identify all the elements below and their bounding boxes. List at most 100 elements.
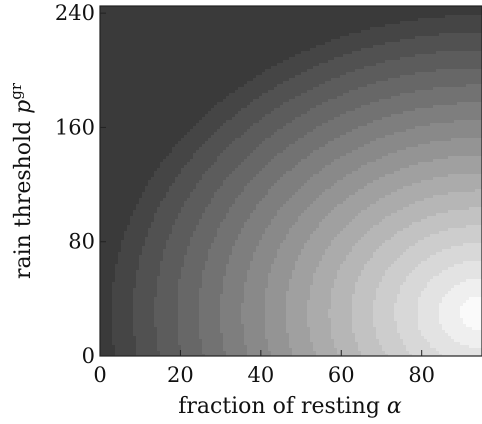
heatmap-cell [136,81,140,85]
heatmap-cell [382,102,386,106]
heatmap-cell [418,21,422,25]
heatmap-cell [211,18,215,22]
heatmap-cell [463,114,467,118]
heatmap-cell [457,105,461,109]
heatmap-cell [370,15,374,19]
heatmap-cell [256,54,260,58]
heatmap-cell [235,84,239,88]
heatmap-cell [199,27,203,31]
heatmap-cell [244,93,248,97]
heatmap-cell [202,54,206,58]
heatmap-cell [280,120,284,124]
heatmap-cell [271,96,275,100]
heatmap-cell [193,117,197,121]
heatmap-cell [259,54,263,58]
heatmap-cell [388,78,392,82]
heatmap-cell [130,117,134,121]
heatmap-cell [337,36,341,40]
heatmap-cell [175,24,179,28]
heatmap-cell [265,45,269,49]
heatmap-cell [172,66,176,70]
heatmap-cell [424,24,428,28]
heatmap-cell [205,21,209,25]
heatmap-cell [262,51,266,55]
heatmap-cell [466,57,470,61]
heatmap-cell [322,60,326,64]
heatmap-cell [232,36,236,40]
heatmap-cell [421,12,425,16]
heatmap-cell [409,96,413,100]
heatmap-cell [445,54,449,58]
heatmap-cell [472,99,476,103]
heatmap-cell [304,87,308,91]
heatmap-cell [139,93,143,97]
heatmap-cell [445,12,449,16]
heatmap-cell [238,75,242,79]
heatmap-cell [367,42,371,46]
heatmap-cell [412,15,416,19]
heatmap-cell [304,96,308,100]
heatmap-cell [226,114,230,118]
heatmap-cell [124,54,128,58]
heatmap-cell [193,105,197,109]
heatmap-cell [397,33,401,37]
heatmap-cell [193,111,197,115]
heatmap-cell [178,60,182,64]
heatmap-cell [388,93,392,97]
heatmap-cell [385,99,389,103]
heatmap-cell [352,78,356,82]
heatmap-cell [367,27,371,31]
heatmap-cell [178,51,182,55]
heatmap-cell [460,63,464,67]
heatmap-cell [145,6,149,10]
heatmap-cell [175,42,179,46]
heatmap-cell [460,102,464,106]
heatmap-cell [142,105,146,109]
heatmap-cell [175,117,179,121]
heatmap-cell [211,48,215,52]
heatmap-cell [472,45,476,49]
heatmap-cell [343,72,347,76]
heatmap-cell [310,54,314,58]
heatmap-cell [415,120,419,124]
heatmap-cell [355,6,359,10]
heatmap-cell [199,54,203,58]
heatmap-cell [367,45,371,49]
heatmap-cell [202,87,206,91]
heatmap-cell [454,66,458,70]
heatmap-cell [175,12,179,16]
heatmap-cell [304,60,308,64]
heatmap-cell [118,93,122,97]
heatmap-cell [469,42,473,46]
heatmap-cell [202,75,206,79]
heatmap-cell [181,57,185,61]
heatmap-cell [460,39,464,43]
heatmap-cell [145,75,149,79]
heatmap-cell [139,54,143,58]
heatmap-cell [400,30,404,34]
heatmap-cell [238,87,242,91]
heatmap-cell [100,84,104,88]
heatmap-cell [361,24,365,28]
heatmap-cell [199,75,203,79]
heatmap-cell [247,108,251,112]
heatmap-cell [295,6,299,10]
heatmap-cell [475,42,479,46]
heatmap-cell [145,12,149,16]
heatmap-cell [415,117,419,121]
heatmap-cell [106,42,110,46]
heatmap-cell [220,117,224,121]
heatmap-cell [454,18,458,22]
heatmap-cell [160,81,164,85]
heatmap-cell [292,72,296,76]
heatmap-cell [262,21,266,25]
heatmap-cell [418,120,422,124]
heatmap-cell [436,87,440,91]
heatmap-cell [367,33,371,37]
heatmap-cell [268,18,272,22]
heatmap-cell [352,114,356,118]
heatmap-cell [220,60,224,64]
heatmap-cell [181,75,185,79]
heatmap-cell [151,27,155,31]
heatmap-cell [184,15,188,19]
